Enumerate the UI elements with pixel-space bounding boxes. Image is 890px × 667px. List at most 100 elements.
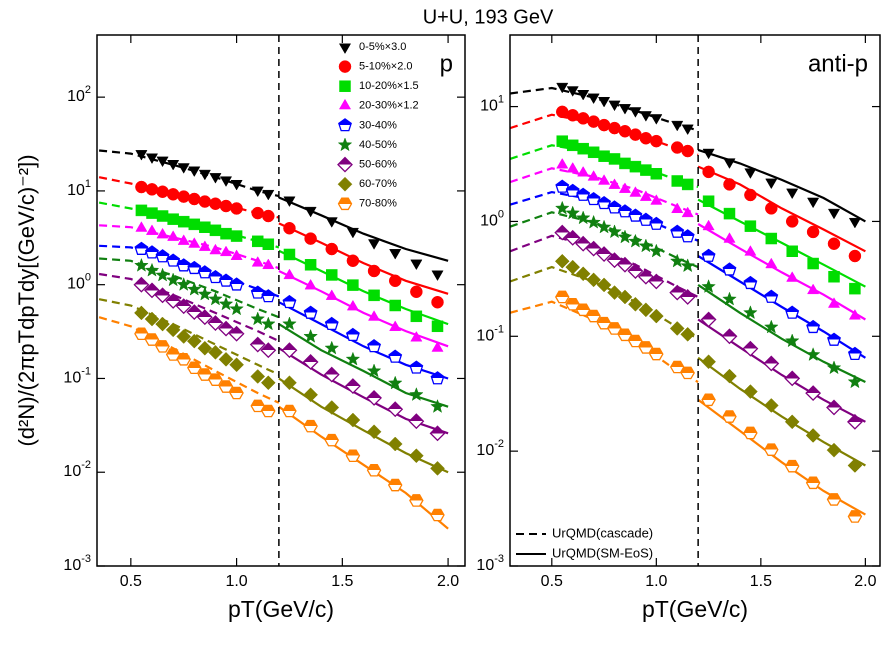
marker xyxy=(598,96,611,108)
marker xyxy=(565,205,581,220)
marker xyxy=(606,252,623,269)
marker xyxy=(303,419,318,433)
marker xyxy=(176,258,191,272)
marker xyxy=(167,213,179,225)
y-tick-label: 10-1 xyxy=(476,323,504,344)
marker xyxy=(281,342,298,359)
marker xyxy=(229,357,244,373)
marker xyxy=(144,282,160,299)
marker xyxy=(165,348,181,361)
marker xyxy=(366,424,382,440)
marker xyxy=(431,270,444,282)
marker xyxy=(260,342,277,359)
marker xyxy=(135,204,148,217)
marker xyxy=(565,259,581,275)
legend-marker xyxy=(337,156,353,173)
marker xyxy=(617,256,633,273)
marker xyxy=(596,219,612,234)
legend-label: 50-60% xyxy=(359,159,397,171)
legend-label: 40-50% xyxy=(359,139,397,151)
marker xyxy=(596,277,612,293)
marker xyxy=(155,249,170,263)
marker xyxy=(556,105,569,119)
marker xyxy=(721,328,738,345)
marker xyxy=(566,162,579,173)
marker xyxy=(722,262,737,276)
marker xyxy=(786,271,799,282)
marker xyxy=(650,114,663,125)
marker xyxy=(648,273,665,290)
marker xyxy=(638,341,654,354)
marker xyxy=(586,272,601,288)
marker xyxy=(744,220,757,232)
marker xyxy=(429,425,446,442)
marker xyxy=(165,272,181,287)
marker xyxy=(135,150,148,161)
marker xyxy=(260,375,276,391)
marker xyxy=(565,183,580,197)
marker xyxy=(743,426,758,440)
marker xyxy=(640,164,652,176)
marker xyxy=(251,206,264,220)
marker xyxy=(345,351,361,366)
legend-marker xyxy=(338,43,352,54)
marker xyxy=(346,227,359,239)
marker xyxy=(826,360,842,375)
model-curve xyxy=(98,316,280,404)
marker xyxy=(366,463,382,477)
marker xyxy=(680,258,696,273)
marker xyxy=(784,459,800,473)
y-tick-label: 101 xyxy=(67,178,91,199)
marker xyxy=(156,210,169,222)
marker xyxy=(198,169,211,181)
marker xyxy=(187,361,202,375)
marker xyxy=(175,298,192,315)
marker xyxy=(344,378,361,394)
marker xyxy=(681,206,694,218)
marker xyxy=(701,279,716,293)
model-curve xyxy=(510,300,699,383)
marker xyxy=(701,393,716,407)
marker xyxy=(262,189,275,201)
marker xyxy=(389,299,401,312)
marker xyxy=(134,257,149,272)
legend-label: 0-5%×3.0 xyxy=(359,41,406,53)
chart-title: U+U, 193 GeV xyxy=(423,6,554,28)
marker xyxy=(598,174,611,185)
marker xyxy=(628,296,643,312)
marker xyxy=(807,257,819,270)
marker xyxy=(155,316,170,332)
marker xyxy=(805,347,821,362)
marker xyxy=(826,399,842,416)
marker xyxy=(671,120,684,132)
marker xyxy=(847,458,863,473)
marker xyxy=(387,401,404,418)
marker xyxy=(847,346,862,360)
marker xyxy=(587,115,600,128)
marker xyxy=(649,347,664,361)
model-curve xyxy=(98,149,280,198)
marker xyxy=(250,285,265,299)
marker xyxy=(367,310,381,321)
marker xyxy=(827,208,841,220)
marker xyxy=(784,370,801,387)
marker xyxy=(587,170,600,181)
marker xyxy=(145,183,159,196)
model-curve xyxy=(98,272,280,343)
marker xyxy=(155,340,170,353)
marker xyxy=(326,269,338,281)
marker xyxy=(262,209,275,223)
marker xyxy=(847,510,863,523)
marker xyxy=(575,235,592,252)
marker xyxy=(324,433,340,447)
marker xyxy=(556,158,569,169)
marker xyxy=(702,195,715,207)
marker xyxy=(198,195,212,208)
marker xyxy=(671,175,683,187)
model-curve xyxy=(99,244,280,298)
legend-label: UrQMD(cascade) xyxy=(552,525,653,540)
marker xyxy=(208,344,223,360)
marker xyxy=(166,188,180,201)
marker xyxy=(156,227,169,239)
marker xyxy=(346,254,360,268)
